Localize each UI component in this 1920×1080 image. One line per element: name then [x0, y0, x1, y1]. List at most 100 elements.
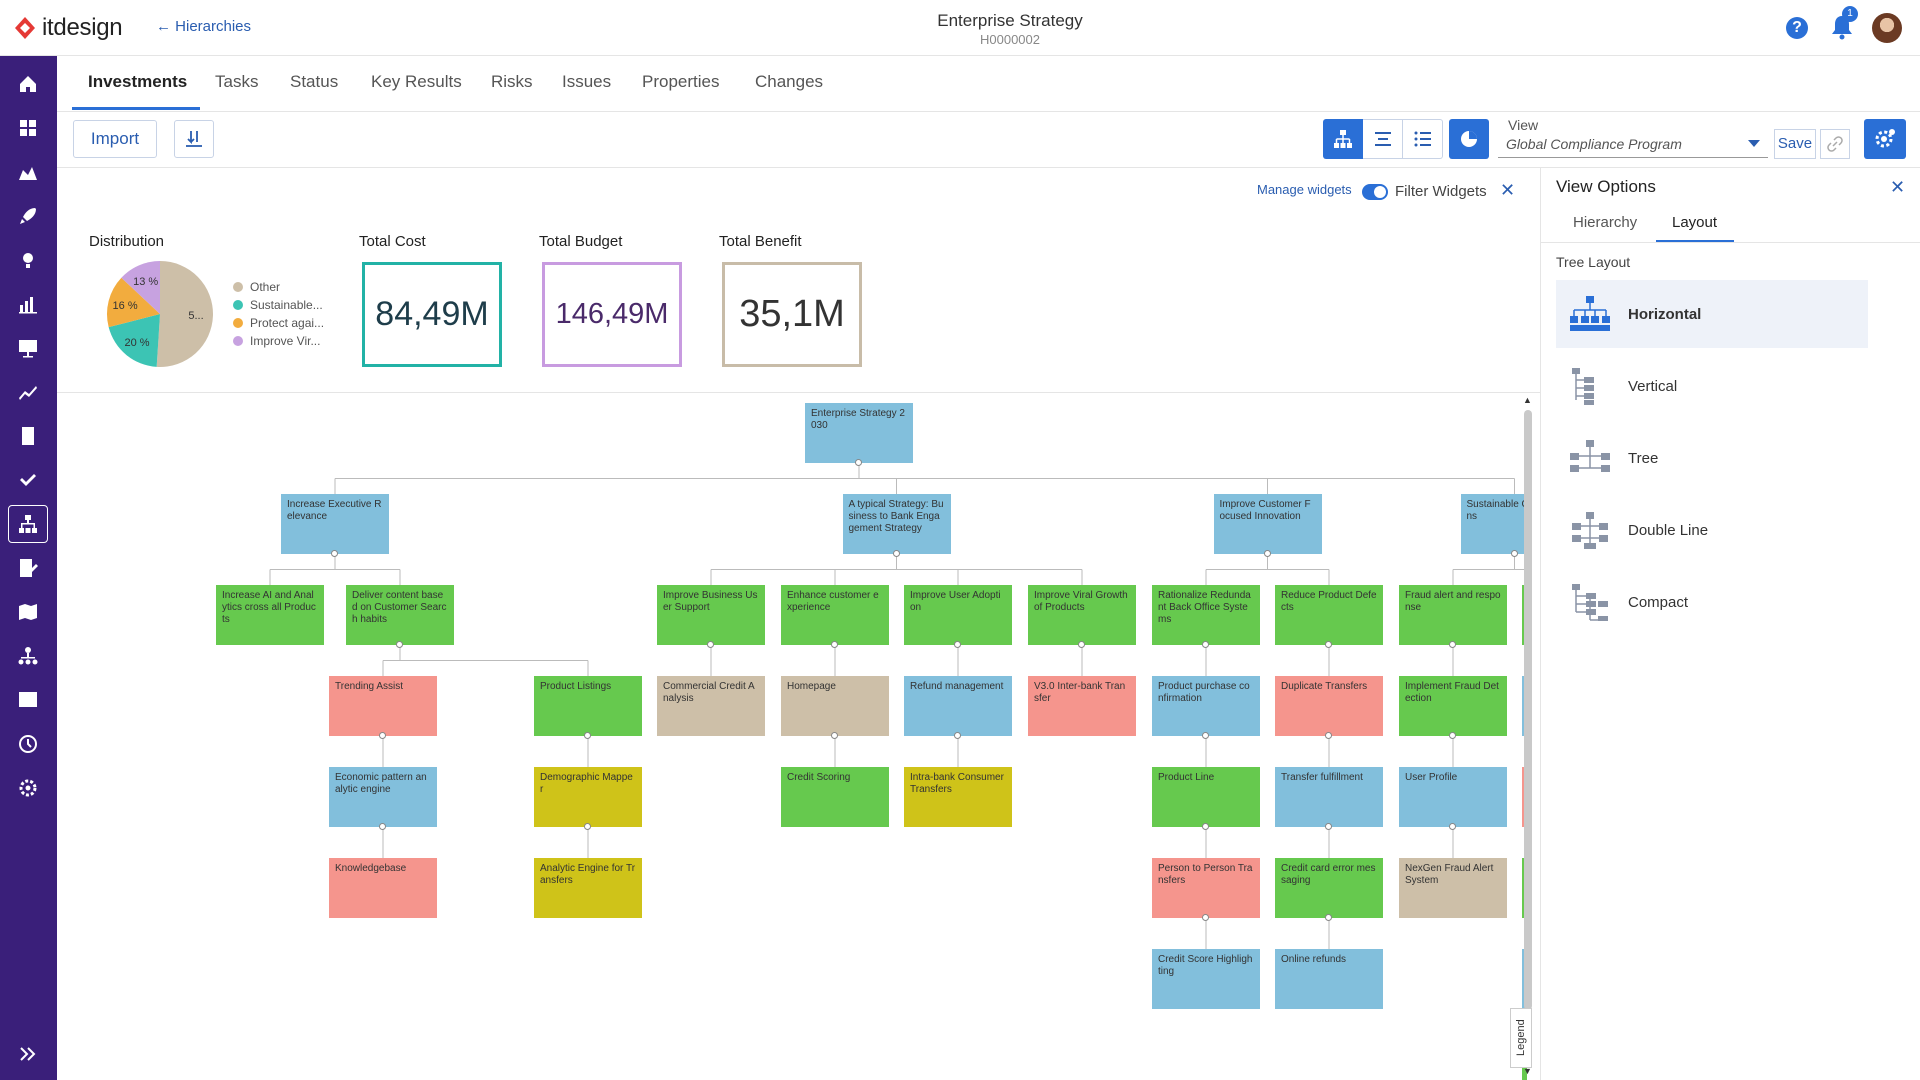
collapse-handle-icon[interactable]	[1449, 823, 1456, 830]
portfolio-icon[interactable]	[14, 158, 42, 186]
close-widgets-icon[interactable]: ✕	[1500, 180, 1516, 200]
tab-issues[interactable]: Issues	[562, 72, 612, 91]
report-icon[interactable]	[14, 290, 42, 318]
pie-legend-item[interactable]: Other	[233, 280, 280, 294]
tree-node[interactable]: Product purchase confirmation	[1152, 676, 1260, 736]
tree-node[interactable]: Duplicate Transfers	[1275, 676, 1383, 736]
pie-slice[interactable]	[121, 261, 160, 314]
tree-node[interactable]: User Profile	[1399, 767, 1507, 827]
tree-node[interactable]: Rationalize Redundant Back Office System…	[1152, 585, 1260, 645]
collapse-handle-icon[interactable]	[892, 550, 900, 557]
collapse-handle-icon[interactable]	[954, 732, 961, 739]
tree-node[interactable]: Refund management	[904, 676, 1012, 736]
tree-node[interactable]: Reduce Product Defects	[1275, 585, 1383, 645]
filter-widgets-toggle[interactable]	[1362, 184, 1388, 200]
map-icon[interactable]	[14, 598, 42, 626]
collapse-handle-icon[interactable]	[707, 641, 714, 648]
scroll-up-icon[interactable]: ▲	[1523, 395, 1532, 405]
tree-node[interactable]: Homepage	[781, 676, 889, 736]
close-panel-icon[interactable]: ✕	[1890, 177, 1906, 197]
tree-node[interactable]: Enterprise Strategy 2030	[805, 403, 913, 463]
expand-icon[interactable]	[14, 1040, 42, 1068]
hierarchy-icon[interactable]	[14, 510, 42, 538]
collapse-handle-icon[interactable]	[1325, 914, 1332, 921]
panel-tab-hierarchy[interactable]: Hierarchy	[1573, 214, 1638, 231]
home-icon[interactable]	[14, 70, 42, 98]
collapse-handle-icon[interactable]	[331, 550, 338, 557]
tab-status[interactable]: Status	[290, 72, 339, 91]
tree-node[interactable]: Improve Customer Focused Innovation	[1213, 494, 1322, 554]
link-button[interactable]	[1820, 129, 1850, 159]
tab-key-results[interactable]: Key Results	[371, 72, 462, 91]
scroll-down-icon[interactable]: ▼	[1523, 1066, 1532, 1076]
pie-slice[interactable]	[156, 261, 214, 367]
collapse-handle-icon[interactable]	[379, 732, 386, 739]
collapse-handle-icon[interactable]	[1078, 641, 1085, 648]
collapse-handle-icon[interactable]	[831, 641, 838, 648]
collapse-handle-icon[interactable]	[1202, 823, 1209, 830]
edit-report-icon[interactable]	[14, 554, 42, 582]
download-button[interactable]	[174, 120, 214, 158]
back-link[interactable]: ← Hierarchies	[156, 18, 251, 35]
pie-legend-item[interactable]: Improve Vir...	[233, 334, 320, 348]
tree-node[interactable]: Demographic Mapper	[534, 767, 642, 827]
collapse-handle-icon[interactable]	[1202, 641, 1209, 648]
collapse-handle-icon[interactable]	[396, 641, 403, 648]
tree-node[interactable]: Economic pattern analytic engine	[329, 767, 437, 827]
idea-icon[interactable]	[14, 246, 42, 274]
pie-legend-item[interactable]: Sustainable...	[233, 298, 323, 312]
pie-legend-item[interactable]: Protect agai...	[233, 316, 324, 330]
collapse-handle-icon[interactable]	[1449, 732, 1456, 739]
tree-node[interactable]: Improve User Adoption	[904, 585, 1012, 645]
tree-node[interactable]: Online refunds	[1275, 949, 1383, 1009]
tree-node[interactable]: Credit Scoring	[781, 767, 889, 827]
tab-risks[interactable]: Risks	[491, 72, 533, 91]
tree-node[interactable]: Improve Business User Support	[657, 585, 765, 645]
hierarchy-view-button[interactable]	[1323, 119, 1363, 159]
widgets-toggle-button[interactable]	[1449, 119, 1489, 159]
collapse-handle-icon[interactable]	[855, 459, 862, 466]
dashboard-icon[interactable]	[14, 114, 42, 142]
hierarchy-canvas[interactable]: Enterprise Strategy 2030 Increase Executi…	[57, 393, 1527, 1080]
presentation-icon[interactable]	[14, 334, 42, 362]
vertical-scrollbar[interactable]	[1524, 410, 1532, 1010]
tree-node[interactable]: Improve Viral Growth of Products	[1028, 585, 1136, 645]
tree-node[interactable]: Increase Executive Relevance	[281, 494, 389, 554]
tree-node[interactable]: Product Line	[1152, 767, 1260, 827]
manage-widgets-link[interactable]: Manage widgets	[1257, 182, 1352, 197]
save-view-button[interactable]: Save	[1774, 129, 1816, 159]
tab-changes[interactable]: Changes	[755, 72, 824, 91]
pie-slice[interactable]	[107, 277, 160, 328]
collapse-handle-icon[interactable]	[831, 732, 838, 739]
clock-icon[interactable]	[14, 730, 42, 758]
tree-node[interactable]: NexGen Fraud Alert System	[1399, 858, 1507, 918]
collapse-handle-icon[interactable]	[1325, 823, 1332, 830]
logo[interactable]: itdesign	[14, 14, 123, 42]
collapse-handle-icon[interactable]	[379, 823, 386, 830]
document-icon[interactable]	[14, 422, 42, 450]
legend-tab[interactable]: Legend	[1510, 1008, 1532, 1068]
layout-option-compact[interactable]: Compact	[1556, 568, 1868, 636]
collapse-handle-icon[interactable]	[1202, 914, 1209, 921]
tree-node[interactable]: Fraud alert and response	[1399, 585, 1507, 645]
tree-node[interactable]: Intra-bank Consumer Transfers	[904, 767, 1012, 827]
tree-node[interactable]: Person to Person Transfers	[1152, 858, 1260, 918]
collapse-handle-icon[interactable]	[584, 823, 591, 830]
collapse-handle-icon[interactable]	[1325, 641, 1332, 648]
collapse-handle-icon[interactable]	[1202, 732, 1209, 739]
tree-node[interactable]: Trending Assist	[329, 676, 437, 736]
tree-node[interactable]: Increase AI and Analytics cross all Prod…	[216, 585, 324, 645]
tab-investments[interactable]: Investments	[88, 72, 188, 91]
view-select[interactable]: Global Compliance Program	[1498, 130, 1768, 158]
view-options-button[interactable]	[1864, 119, 1906, 159]
trend-icon[interactable]	[14, 378, 42, 406]
tree-node[interactable]: Transfer fulfillment	[1275, 767, 1383, 827]
layout-option-double-line[interactable]: Double Line	[1556, 496, 1868, 564]
tree-node[interactable]: Commercial Credit Analysis	[657, 676, 765, 736]
layout-option-horizontal[interactable]: Horizontal	[1556, 280, 1868, 348]
layout-option-vertical[interactable]: Vertical	[1556, 352, 1868, 420]
layout-option-tree[interactable]: Tree	[1556, 424, 1868, 492]
tree-node[interactable]: Analytic Engine for Transfers	[534, 858, 642, 918]
tree-node[interactable]: Knowledgebase	[329, 858, 437, 918]
collapse-handle-icon[interactable]	[1325, 732, 1332, 739]
